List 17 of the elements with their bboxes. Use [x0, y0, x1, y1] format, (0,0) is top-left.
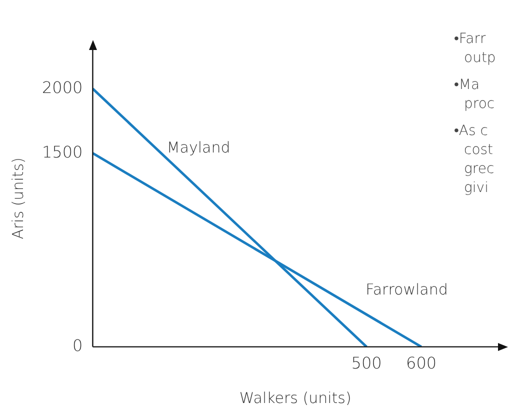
- annotation: proc: [463, 95, 496, 114]
- annotation: givi: [463, 179, 490, 198]
- y-tick-label: 2000: [42, 78, 83, 97]
- y-tick-label: 1500: [42, 142, 83, 162]
- x-tick-label: 600: [406, 354, 437, 373]
- x-axis-title: Walkers (units): [239, 388, 352, 407]
- annotation: •As c: [454, 122, 489, 141]
- series-label: Farrowland: [366, 280, 448, 298]
- text: •Farr: [454, 30, 487, 49]
- annotation: cost: [463, 141, 494, 160]
- annotation: outp: [463, 49, 497, 68]
- annotation: grec: [463, 160, 496, 179]
- annotation: •Ma: [454, 76, 481, 95]
- y-axis-title: Aris (units): [8, 158, 27, 240]
- x-tick-label: 500: [351, 354, 382, 373]
- y-tick-label: 0: [72, 336, 83, 355]
- series-label: Mayland: [166, 138, 230, 157]
